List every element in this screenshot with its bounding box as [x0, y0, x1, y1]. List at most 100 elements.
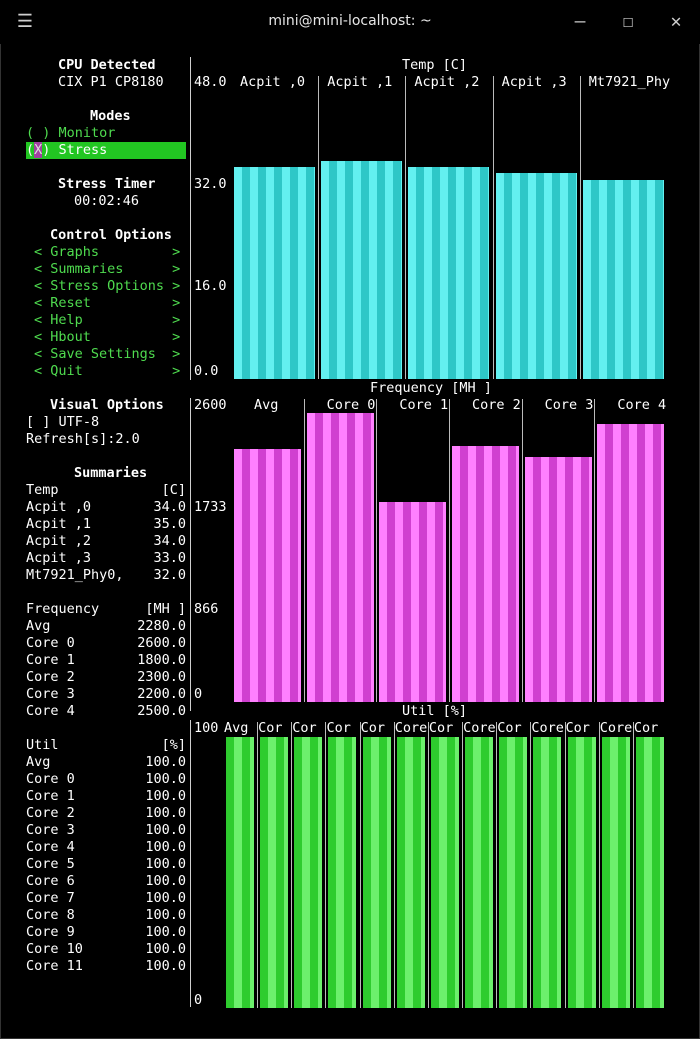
freq-column-header: Core 3 — [544, 397, 594, 413]
temp-column-separator — [493, 76, 494, 379]
freq-bar — [379, 502, 446, 702]
refresh-rate[interactable]: Refresh[s]:2.0 — [26, 431, 140, 447]
summary-label: Core 9 — [26, 924, 75, 940]
summary-label: Core 1 — [26, 788, 75, 804]
util-bar — [226, 737, 254, 1008]
freq-graph-title: Frequency [MH ] — [370, 380, 492, 396]
summary-value: 100.0 — [145, 941, 186, 957]
summary-label: Core 11 — [26, 958, 83, 974]
util-tick-label: 0 — [194, 992, 203, 1008]
control-option-item[interactable]: < Help > — [34, 312, 181, 328]
summary-label: Avg — [26, 754, 51, 770]
temp-column-header: Acpit ,1 — [327, 74, 393, 90]
util-bar — [431, 737, 459, 1008]
summary-label: Temp — [26, 482, 59, 498]
freq-column-header: Core 2 — [472, 397, 521, 413]
util-bar — [636, 737, 664, 1008]
freq-bar — [452, 446, 519, 702]
summary-value: 100.0 — [145, 890, 186, 906]
util-column-header: Cor — [258, 720, 283, 736]
window-title: mini@mini-localhost: ~ — [268, 13, 432, 29]
temp-column-separator — [580, 76, 581, 379]
temp-bar — [234, 167, 315, 379]
summary-value: [C] — [161, 482, 186, 498]
control-option-item[interactable]: < Stress Options > — [34, 278, 181, 294]
util-column-header: Cor — [633, 720, 659, 736]
freq-column-header: Core 1 — [399, 397, 449, 413]
summary-value: 100.0 — [145, 754, 186, 770]
summary-value: 2280.0 — [137, 618, 186, 634]
control-option-item[interactable]: < Hbout > — [34, 329, 181, 345]
freq-column-separator — [594, 399, 595, 702]
panel-divider — [190, 398, 191, 711]
freq-column-header: Core 4 — [617, 397, 667, 413]
temp-bar — [583, 180, 664, 379]
temp-tick-label: 16.0 — [194, 278, 227, 294]
freq-column-separator — [449, 399, 450, 702]
temp-tick-label: 32.0 — [194, 176, 227, 192]
stress-timer-value: 00:02:46 — [74, 193, 140, 209]
temp-tick-label: 48.0 — [194, 74, 227, 90]
util-bar — [465, 737, 493, 1008]
util-bar — [602, 737, 630, 1008]
util-graph-title: Util [%] — [402, 703, 468, 719]
util-bar — [294, 737, 322, 1008]
temp-bar — [496, 173, 577, 379]
control-option-item[interactable]: < Quit > — [34, 363, 181, 379]
mode-stress-radio[interactable]: (X) Stress — [26, 142, 186, 159]
freq-tick-label: 1733 — [194, 499, 227, 515]
freq-column-separator — [376, 399, 377, 702]
panel-divider — [190, 720, 191, 1007]
temp-column-header: Acpit ,2 — [414, 74, 480, 90]
stress-timer-heading: Stress Timer — [58, 176, 156, 192]
hamburger-menu-icon[interactable]: ☰ — [16, 10, 34, 32]
summary-label: Core 2 — [26, 669, 75, 685]
control-option-item[interactable]: < Graphs > — [34, 244, 181, 260]
freq-column-header: Core 0 — [326, 397, 376, 413]
control-option-item[interactable]: < Save Settings > — [34, 346, 181, 362]
cpu-heading: CPU Detected — [58, 57, 156, 73]
freq-column-separator — [304, 399, 305, 702]
temp-column-header: Acpit ,3 — [501, 74, 567, 90]
summary-label: Acpit ,3 — [26, 550, 92, 566]
title-bar: ☰ mini@mini-localhost: ~ – ☐ ✕ — [0, 0, 700, 44]
mode-monitor-radio[interactable]: ( ) Monitor — [26, 125, 116, 141]
summary-value: 34.0 — [153, 533, 186, 549]
summary-label: Core 2 — [26, 805, 75, 821]
summary-value: 100.0 — [145, 822, 186, 838]
mode-stress-label: ) Stress — [42, 142, 108, 158]
control-option-item[interactable]: < Summaries > — [34, 261, 181, 277]
selected-mark: X — [34, 142, 43, 158]
minimize-icon[interactable]: – — [574, 10, 586, 32]
maximize-icon[interactable]: ☐ — [622, 10, 634, 32]
panel-divider — [190, 57, 191, 380]
summary-label: Core 4 — [26, 703, 75, 719]
close-icon[interactable]: ✕ — [670, 10, 682, 32]
summary-value: 100.0 — [145, 856, 186, 872]
util-column-separator — [462, 722, 463, 1008]
summary-value: 100.0 — [145, 771, 186, 787]
util-column-header: Cor — [326, 720, 351, 736]
summary-value: 2500.0 — [137, 703, 186, 719]
summary-label: Core 6 — [26, 873, 75, 889]
util-column-header: Cor — [497, 720, 522, 736]
util-column-separator — [325, 722, 326, 1008]
summary-label: Util — [26, 737, 59, 753]
util-column-separator — [565, 722, 566, 1008]
util-column-separator — [428, 722, 429, 1008]
summary-value: 32.0 — [153, 567, 186, 583]
summary-label: Core 0 — [26, 635, 75, 651]
util-tick-label: 100 — [194, 720, 219, 736]
temp-graph-title: Temp [C] — [402, 57, 468, 73]
util-column-header: Cor — [428, 720, 454, 736]
utf8-checkbox[interactable]: [ ] UTF-8 — [26, 414, 100, 430]
summary-value: [%] — [161, 737, 186, 753]
summary-label: Core 0 — [26, 771, 75, 787]
control-options-heading: Control Options — [50, 227, 172, 243]
util-bar — [499, 737, 527, 1008]
util-column-header: Core — [599, 720, 633, 736]
control-option-item[interactable]: < Reset > — [34, 295, 181, 311]
summary-value: 100.0 — [145, 924, 186, 940]
summary-value: 2600.0 — [137, 635, 186, 651]
util-column-header: Cor — [292, 720, 317, 736]
